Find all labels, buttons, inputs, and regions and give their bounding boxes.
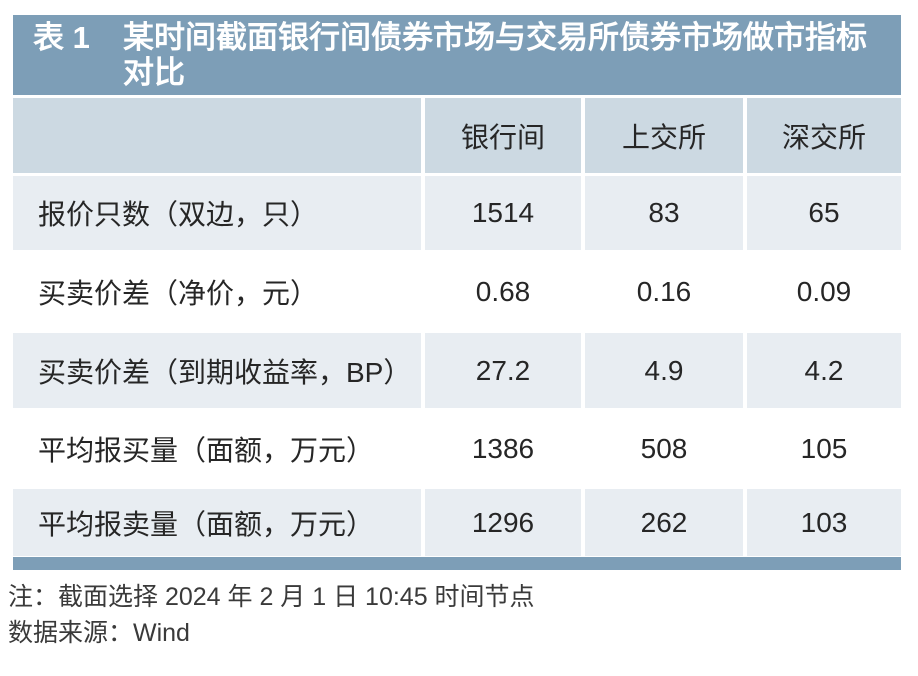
table-bottom-rule <box>13 557 901 570</box>
header-cell-shanghai: 上交所 <box>585 98 743 173</box>
table-cell: 83 <box>585 176 743 250</box>
table-cell: 105 <box>747 411 901 486</box>
row-label: 报价只数（双边，只） <box>13 176 421 250</box>
table-cell: 508 <box>585 411 743 486</box>
table-cell: 262 <box>585 489 743 556</box>
header-cell-interbank: 银行间 <box>425 98 581 173</box>
table-note: 注：截面选择 2024 年 2 月 1 日 10:45 时间节点 <box>8 583 535 611</box>
table-cell: 0.09 <box>747 253 901 330</box>
page: 表 1 某时间截面银行间债券市场与交易所债券市场做市指标对比 银行间 上交所 深… <box>0 15 918 676</box>
table-cell: 103 <box>747 489 901 556</box>
table-cell: 0.16 <box>585 253 743 330</box>
table-notes: 注：截面选择 2024 年 2 月 1 日 10:45 时间节点 数据来源：Wi… <box>8 579 918 651</box>
table-cell: 1514 <box>425 176 581 250</box>
header-cell-shenzhen: 深交所 <box>747 98 901 173</box>
table-cell: 4.9 <box>585 333 743 408</box>
data-table: 银行间 上交所 深交所 报价只数（双边，只） 1514 83 65 买卖价差（净… <box>13 98 901 556</box>
table-cell: 27.2 <box>425 333 581 408</box>
table-title-bar: 表 1 某时间截面银行间债券市场与交易所债券市场做市指标对比 <box>13 15 901 95</box>
table-cell: 1296 <box>425 489 581 556</box>
table-number-label: 表 1 <box>33 20 90 55</box>
row-label: 买卖价差（到期收益率，BP） <box>13 333 421 408</box>
row-label: 平均报买量（面额，万元） <box>13 411 421 486</box>
row-label: 平均报卖量（面额，万元） <box>13 489 421 556</box>
row-label: 买卖价差（净价，元） <box>13 253 421 330</box>
header-cell-empty <box>13 98 421 173</box>
table-title: 某时间截面银行间债券市场与交易所债券市场做市指标对比 <box>123 20 867 90</box>
data-source-note: 数据来源：Wind <box>8 619 190 647</box>
table-cell: 4.2 <box>747 333 901 408</box>
table-cell: 1386 <box>425 411 581 486</box>
table-cell: 65 <box>747 176 901 250</box>
table-cell: 0.68 <box>425 253 581 330</box>
